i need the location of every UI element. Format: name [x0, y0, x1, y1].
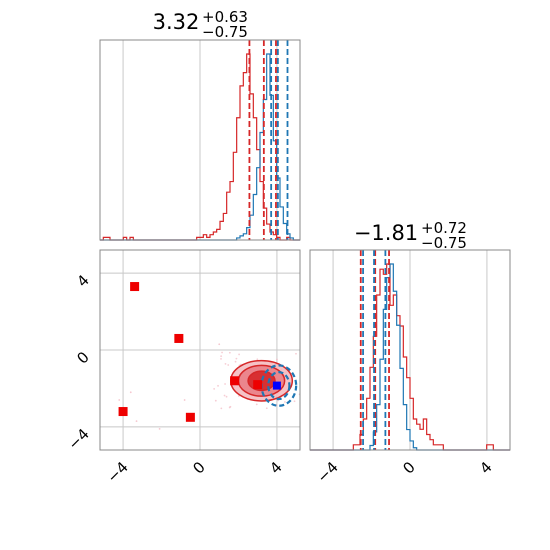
- xtick-p1-0: −4: [104, 458, 132, 486]
- scatter-point-47: [221, 351, 223, 354]
- scatter-point-13: [304, 398, 306, 400]
- scatter-point-52: [214, 399, 217, 402]
- title-p1-value: 3.32: [153, 10, 200, 34]
- scatter-point-3: [220, 358, 222, 360]
- ytick-p2-0: −4: [64, 425, 92, 453]
- scatter-point-44: [238, 353, 241, 356]
- marker-square-0: [130, 282, 140, 292]
- scatter-stray-5: [218, 343, 221, 346]
- xtick-p2-0: −4: [314, 458, 342, 486]
- scatter-stray-3: [135, 420, 138, 423]
- scatter-point-37: [295, 352, 297, 355]
- xtick-p1-1: 0: [189, 458, 208, 477]
- scatter-point-11: [303, 353, 305, 355]
- marker-square-2: [118, 407, 128, 417]
- scatter-point-12: [224, 383, 226, 385]
- marker-square-3: [185, 412, 195, 422]
- title-p2-lower: −0.75: [421, 234, 467, 252]
- scatter-point-35: [284, 401, 286, 403]
- marker-square-4: [230, 376, 240, 386]
- scatter-point-50: [224, 362, 227, 365]
- scatter-point-54: [276, 358, 278, 361]
- scatter-stray-1: [118, 399, 121, 401]
- scatter-content: [118, 282, 306, 430]
- scatter-point-27: [255, 403, 258, 406]
- scatter-point-57: [220, 407, 223, 410]
- scatter-stray-4: [183, 399, 186, 401]
- title-p1-lower: −0.75: [202, 23, 248, 41]
- scatter-point-59: [293, 400, 296, 403]
- scatter-point-16: [228, 351, 231, 354]
- scatter-stray-2: [158, 427, 161, 430]
- scatter-point-19: [227, 364, 230, 366]
- hist-p2-frame: [309, 249, 511, 451]
- scatter-point-38: [302, 359, 304, 361]
- xtick-p2-1: 0: [399, 458, 418, 477]
- scatter-point-40: [265, 407, 268, 410]
- truth-marker: [272, 381, 281, 390]
- marker-square-5: [253, 380, 263, 390]
- scatter-point-55: [234, 360, 237, 363]
- xtick-p1-2: 4: [266, 458, 285, 477]
- scatter-point-1: [223, 394, 226, 397]
- title-p1: 3.32: [153, 10, 200, 34]
- hist-panel-p2: [309, 249, 511, 451]
- title-p2-upper: +0.72: [421, 219, 467, 237]
- hist-p1-red: [100, 53, 300, 241]
- scatter-panel: [99, 249, 306, 451]
- ytick-p2-2: 4: [73, 271, 92, 290]
- scatter-point-28: [217, 384, 219, 387]
- scatter-point-22: [235, 357, 238, 360]
- scatter-point-48: [256, 358, 259, 361]
- title-p2: −1.81: [354, 221, 418, 245]
- ytick-p2-1: 0: [73, 348, 92, 367]
- title-p1-upper: +0.63: [202, 8, 248, 26]
- hist-panel-p1: [99, 39, 301, 241]
- scatter-point-56: [228, 406, 231, 409]
- scatter-point-45: [213, 387, 216, 390]
- marker-square-1: [174, 333, 184, 343]
- hist-p1-frame: [99, 39, 301, 241]
- scatter-point-26: [225, 395, 228, 398]
- scatter-point-21: [220, 355, 223, 358]
- xtick-p2-2: 4: [476, 458, 495, 477]
- scatter-point-30: [304, 390, 306, 392]
- scatter-frame: [99, 249, 301, 451]
- contour-blue-1: [267, 371, 291, 401]
- scatter-stray-0: [129, 391, 132, 394]
